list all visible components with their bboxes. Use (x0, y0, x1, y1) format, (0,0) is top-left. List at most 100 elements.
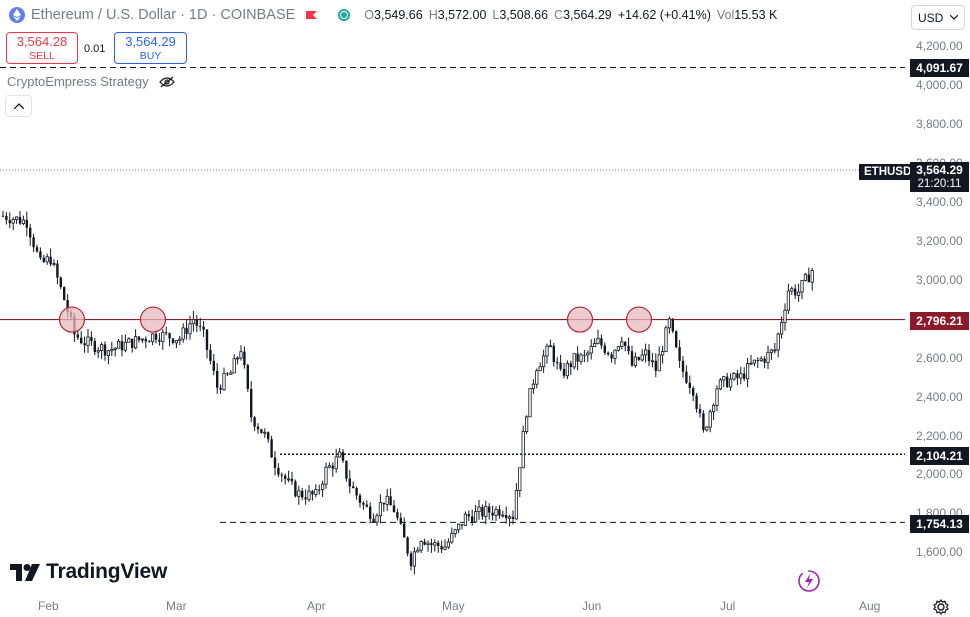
candle[interactable] (630, 345, 634, 367)
candle[interactable] (610, 352, 613, 363)
candle[interactable] (181, 323, 185, 343)
candle[interactable] (318, 484, 321, 495)
candle[interactable] (671, 318, 674, 334)
candle[interactable] (365, 500, 368, 508)
collapse-legend-button[interactable] (5, 95, 32, 117)
candle[interactable] (14, 216, 19, 224)
candle[interactable] (810, 268, 814, 291)
candle[interactable] (337, 448, 342, 458)
candle[interactable] (722, 375, 726, 388)
candle[interactable] (188, 315, 192, 340)
candle[interactable] (572, 353, 576, 370)
candle[interactable] (256, 423, 260, 434)
candle[interactable] (797, 283, 801, 302)
candle[interactable] (216, 363, 219, 395)
candle[interactable] (661, 346, 665, 364)
candle[interactable] (488, 503, 491, 520)
candle[interactable] (382, 502, 385, 512)
candle[interactable] (705, 426, 709, 432)
flag-icon[interactable] (305, 9, 318, 21)
candle[interactable] (473, 504, 478, 523)
candle[interactable] (600, 334, 603, 349)
candle[interactable] (528, 388, 532, 418)
candle[interactable] (273, 451, 277, 476)
candle[interactable] (675, 330, 678, 349)
candle[interactable] (232, 354, 236, 374)
candle[interactable] (552, 342, 555, 367)
candle[interactable] (794, 284, 797, 300)
candle[interactable] (297, 485, 301, 505)
candle[interactable] (83, 336, 86, 353)
candle[interactable] (739, 366, 743, 385)
candle[interactable] (545, 343, 549, 364)
level-test-circle[interactable] (139, 306, 167, 333)
candle[interactable] (341, 449, 345, 463)
candle[interactable] (158, 333, 161, 346)
candle[interactable] (52, 259, 56, 267)
candle[interactable] (307, 484, 311, 502)
candle[interactable] (150, 333, 155, 346)
level-test-circle[interactable] (566, 306, 594, 333)
candle[interactable] (161, 329, 165, 350)
candle[interactable] (525, 415, 529, 435)
candle[interactable] (579, 353, 583, 365)
candle[interactable] (222, 367, 226, 391)
candle[interactable] (35, 244, 39, 253)
candle[interactable] (453, 528, 457, 538)
candle[interactable] (463, 511, 468, 526)
candle[interactable] (18, 211, 22, 225)
tradingview-logo[interactable]: TradingView (10, 560, 167, 584)
candle[interactable] (358, 493, 362, 508)
candle[interactable] (49, 248, 52, 267)
candle[interactable] (726, 372, 729, 388)
candle[interactable] (243, 346, 246, 369)
candle[interactable] (96, 347, 100, 359)
candle[interactable] (385, 488, 389, 511)
candle[interactable] (334, 448, 338, 473)
candle[interactable] (171, 337, 175, 345)
candle[interactable] (783, 303, 787, 331)
candle[interactable] (304, 489, 307, 505)
level-test-circle[interactable] (625, 306, 653, 333)
candle[interactable] (664, 325, 668, 353)
candle[interactable] (355, 486, 358, 500)
candle[interactable] (692, 386, 695, 402)
candle[interactable] (103, 341, 107, 361)
candle[interactable] (443, 539, 447, 551)
candle[interactable] (253, 415, 256, 431)
candle[interactable] (576, 346, 579, 371)
candle[interactable] (426, 540, 430, 552)
candle[interactable] (219, 384, 222, 394)
candle[interactable] (229, 370, 233, 375)
candle[interactable] (494, 506, 498, 521)
candle[interactable] (280, 472, 283, 483)
candle[interactable] (518, 467, 522, 498)
candle[interactable] (637, 356, 640, 362)
candle[interactable] (263, 428, 267, 438)
candle[interactable] (29, 223, 32, 246)
candle[interactable] (389, 488, 392, 506)
candle[interactable] (423, 538, 426, 546)
candle[interactable] (620, 336, 624, 350)
candle[interactable] (120, 335, 124, 357)
candle[interactable] (80, 331, 83, 345)
candle[interactable] (56, 260, 59, 285)
candle[interactable] (647, 344, 651, 367)
candle[interactable] (446, 538, 451, 549)
candle[interactable] (416, 547, 420, 553)
candle[interactable] (565, 360, 570, 380)
candle[interactable] (191, 310, 195, 332)
candle[interactable] (195, 315, 198, 332)
candle[interactable] (548, 339, 553, 348)
currency-selector[interactable]: USD (911, 5, 965, 30)
candle[interactable] (93, 338, 96, 356)
candle[interactable] (372, 513, 375, 523)
candle[interactable] (314, 484, 318, 498)
candle[interactable] (654, 353, 657, 378)
candle[interactable] (616, 345, 621, 352)
candle[interactable] (471, 509, 474, 526)
candle[interactable] (763, 356, 766, 369)
candle[interactable] (681, 356, 685, 378)
candle[interactable] (807, 267, 810, 283)
candle[interactable] (514, 483, 519, 520)
